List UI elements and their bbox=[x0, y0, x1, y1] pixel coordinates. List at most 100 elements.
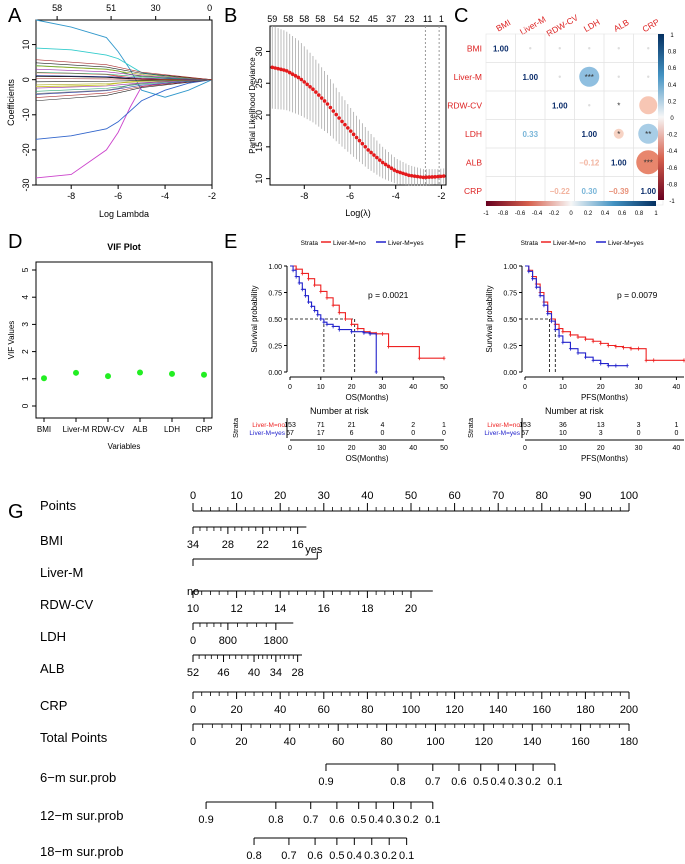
panel-letter-D: D bbox=[8, 231, 22, 253]
nomogram-tick-label: 0.5 bbox=[351, 814, 366, 826]
panel-risk-value: 2 bbox=[411, 422, 415, 429]
panel-risk-value: 13 bbox=[597, 422, 605, 429]
panel-a-coef-path-minor bbox=[35, 79, 213, 83]
nomogram-tick-label: 0.6 bbox=[307, 850, 322, 862]
panel-b-point bbox=[412, 174, 417, 178]
panel-b-point bbox=[441, 174, 446, 178]
panel-a-coef-path-minor bbox=[35, 79, 213, 86]
nomogram-tick-label: 120 bbox=[445, 704, 463, 716]
nomogram-tick-label: 160 bbox=[533, 704, 551, 716]
panel-risk-value: 0 bbox=[442, 430, 446, 437]
panel-xtick-label: 0 bbox=[523, 384, 527, 391]
panel-b-toptick-label: 52 bbox=[350, 14, 360, 24]
nomogram-tick-label: 22 bbox=[257, 539, 269, 551]
panel-d-ytick-label: 0 bbox=[20, 403, 30, 408]
nomogram-tick-label: 0.1 bbox=[425, 814, 440, 826]
nomogram-row-label: RDW-CV bbox=[40, 597, 94, 612]
panel-risk-xtick-label: 40 bbox=[409, 445, 417, 452]
panel-xtick-label: 20 bbox=[348, 384, 356, 391]
panel-b-toptick-label: 59 bbox=[267, 14, 277, 24]
panel-c-diagonal-value: 1.00 bbox=[611, 158, 627, 167]
panel-ytick-label: 0.00 bbox=[503, 370, 517, 377]
panel-d-vif-point bbox=[41, 375, 47, 382]
panel-risk-value: 21 bbox=[348, 422, 356, 429]
panel-c-cell bbox=[485, 90, 516, 120]
panel-d-vif-point bbox=[201, 371, 207, 378]
panel-ytick-label: 0.75 bbox=[268, 291, 282, 298]
panel-ylabel: Survival probability bbox=[250, 285, 259, 352]
nomogram-row-label: CRP bbox=[40, 698, 67, 713]
panel-b-point bbox=[354, 135, 359, 140]
panel-d-ylabel: VIF Values bbox=[7, 321, 16, 360]
panel-c-cell bbox=[515, 90, 546, 120]
panel-risk-xtick-label: 10 bbox=[559, 445, 567, 452]
panel-b-point bbox=[398, 170, 402, 175]
panel-c-cell bbox=[515, 176, 546, 206]
panel-a-toptick-label: 0 bbox=[207, 3, 212, 13]
panel-d-ytick-label: 2 bbox=[20, 349, 30, 354]
panel-letter-A: A bbox=[8, 5, 22, 27]
panel-b-point bbox=[415, 174, 420, 179]
nomogram-row-label: LDH bbox=[40, 629, 66, 644]
panel-legend-label: Liver-M=no bbox=[333, 240, 366, 247]
panel-c-small-circle bbox=[558, 75, 561, 78]
nomogram-row-label: 12−m sur.prob bbox=[40, 808, 123, 823]
panel-c-row-label: BMI bbox=[467, 43, 482, 53]
nomogram-tick-label: 80 bbox=[361, 704, 373, 716]
panel-risk-value: 0 bbox=[411, 430, 415, 437]
panel-c-corr-circle bbox=[613, 128, 624, 139]
nomogram-tick-label: 12 bbox=[230, 603, 242, 615]
panel-b-point bbox=[328, 105, 333, 110]
panel-d-ytick-label: 3 bbox=[20, 322, 30, 327]
panel-b-point bbox=[290, 72, 295, 77]
panel-d-vif-point bbox=[73, 369, 79, 376]
panel-b-ytick-label: 20 bbox=[254, 110, 264, 120]
panel-risk-value: 0 bbox=[380, 430, 384, 437]
panel-letter-B: B bbox=[224, 5, 237, 27]
panel-risk-xlabel: PFS(Months) bbox=[581, 454, 628, 463]
nomogram-tick-label: 60 bbox=[318, 704, 330, 716]
panel-risk-xtick-label: 40 bbox=[673, 445, 681, 452]
panel-b-point bbox=[404, 172, 408, 177]
panel-risk-value: 67 bbox=[521, 430, 529, 437]
panel-c-corr-value: 0.30 bbox=[581, 187, 597, 196]
panel-b-point bbox=[279, 67, 283, 72]
nomogram-tick-label: 80 bbox=[536, 490, 548, 502]
panel-xtick-label: 20 bbox=[597, 384, 605, 391]
panel-risk-xtick-label: 50 bbox=[440, 445, 448, 452]
panel-c-cell bbox=[485, 62, 516, 92]
panel-risk-xtick-label: 20 bbox=[597, 445, 605, 452]
panel-b-toptick-label: 11 bbox=[423, 14, 432, 24]
nomogram-tick-label: 0.4 bbox=[368, 814, 383, 826]
panel-a-ytick-label: 0 bbox=[21, 77, 31, 82]
panel-b-point bbox=[293, 74, 298, 78]
panel-d-xtick-label: ALB bbox=[132, 425, 147, 434]
panel-c-cell bbox=[544, 119, 575, 149]
panel-legend-label: Liver-M=yes bbox=[388, 240, 424, 247]
panel-b-toptick-label: 23 bbox=[404, 14, 414, 24]
panel-c-right-tick: -0.8 bbox=[667, 182, 678, 188]
panel-xtick-label: 0 bbox=[288, 384, 292, 391]
panel-risk-strata: Strata bbox=[231, 417, 240, 438]
nomogram-tick-label: 20 bbox=[274, 490, 286, 502]
panel-d-ytick-label: 4 bbox=[20, 295, 30, 300]
panel-c-row-label: LDH bbox=[465, 129, 482, 139]
panel-b-point bbox=[407, 173, 411, 178]
panel-b-xtick-label: -4 bbox=[392, 191, 400, 201]
panel-b-point bbox=[316, 93, 321, 97]
panel-b-point bbox=[372, 153, 376, 157]
panel-c-row-label: Liver-M bbox=[454, 72, 482, 82]
panel-ytick-label: 0.50 bbox=[268, 317, 282, 324]
nomogram-tick-label: 34 bbox=[187, 539, 199, 551]
panel-c-colorbar-tick: -0.4 bbox=[532, 211, 543, 217]
panel-risk-value: 0 bbox=[674, 430, 678, 437]
panel-risk-value: 1 bbox=[442, 422, 446, 429]
panel-c-colorbar-tick: 0.4 bbox=[601, 211, 610, 217]
panel-c-colorbar-right bbox=[658, 34, 664, 200]
panel-b-point bbox=[311, 87, 315, 92]
panel-b-toptick-label: 58 bbox=[299, 14, 309, 24]
panel-c-colorbar-tick: 0.6 bbox=[618, 211, 627, 217]
panel-xtick-label: 40 bbox=[673, 384, 681, 391]
panel-d-vif-point bbox=[105, 373, 111, 380]
panel-risk-value: 153 bbox=[284, 422, 296, 429]
